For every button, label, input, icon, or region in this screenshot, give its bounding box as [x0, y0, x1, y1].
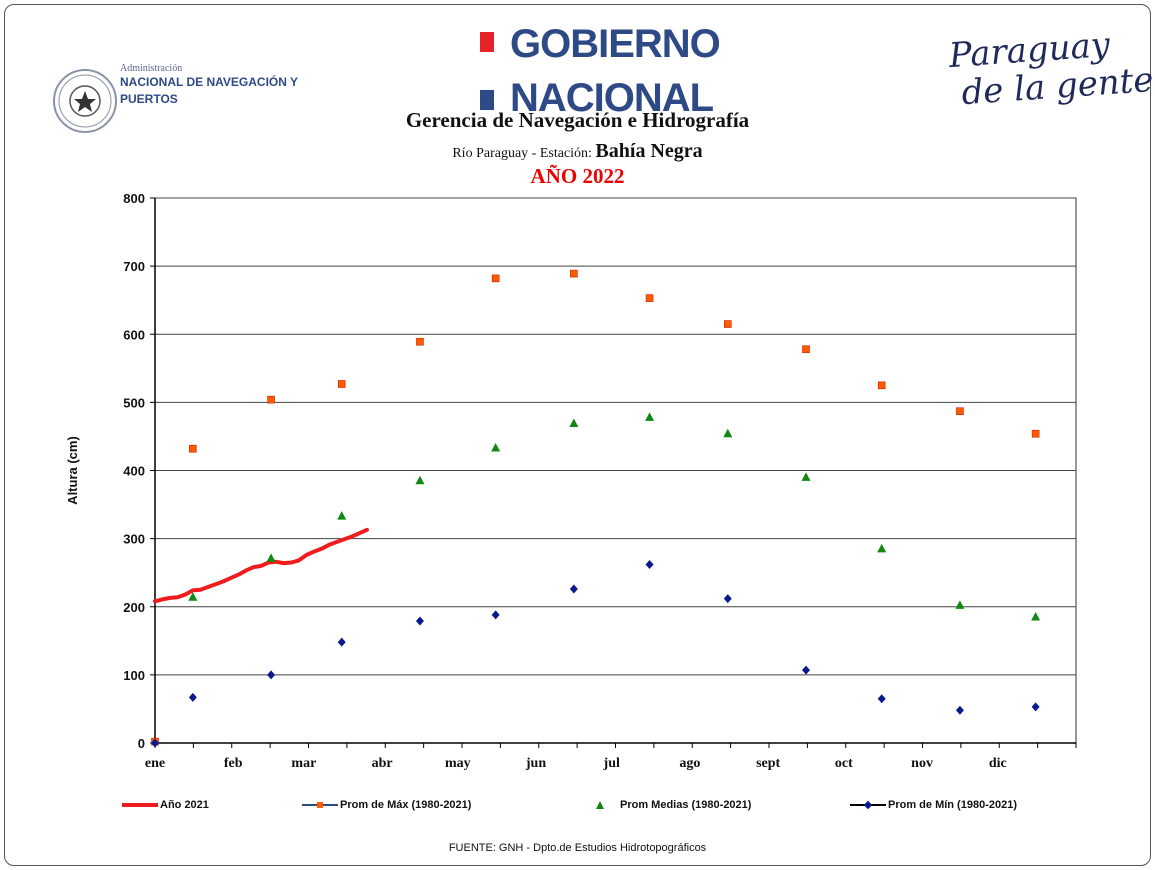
y-tick-label: 300 — [123, 532, 145, 547]
series-3 — [151, 560, 1040, 748]
y-tick-label: 600 — [123, 327, 145, 342]
data-point-prom-medias — [415, 475, 425, 485]
data-point-prom-min — [802, 665, 811, 675]
data-point-prom-max — [802, 345, 810, 354]
data-point-prom-min — [415, 616, 424, 626]
x-tick-label: may — [445, 756, 471, 771]
data-point-prom-max — [877, 381, 886, 390]
legend-item-anio-2021: Año 2021 — [122, 799, 209, 811]
chart-legend: Año 2021 Prom de Máx (1980-2021) Prom Me… — [0, 799, 1155, 823]
data-point-prom-medias — [645, 412, 655, 421]
data-point-prom-medias — [955, 600, 965, 609]
legend-item-prom-max: Prom de Máx (1980-2021) — [302, 799, 471, 811]
y-tick-label: 400 — [123, 464, 145, 479]
y-tick-label: 100 — [123, 668, 145, 683]
y-axis-label: Altura (cm) — [65, 436, 80, 505]
data-point-prom-max — [337, 380, 346, 388]
legend-swatch-anio-2021 — [122, 800, 158, 810]
data-point-prom-medias — [877, 543, 887, 553]
year-title: AÑO 2022 — [530, 164, 625, 188]
series-line-anio-2021 — [153, 527, 369, 604]
subtitle-prefix: Río Paraguay - Estación: — [452, 146, 592, 161]
institution-seal-logo — [53, 69, 117, 133]
data-point-prom-min — [491, 610, 500, 620]
data-point-prom-max — [416, 337, 424, 346]
y-tick-label: 800 — [123, 191, 145, 206]
government-logo-red-square — [480, 32, 494, 52]
data-point-prom-min — [188, 692, 197, 702]
data-point-prom-medias — [266, 553, 276, 562]
x-tick-label: abr — [372, 756, 393, 771]
government-logo-blue-square — [480, 90, 494, 110]
x-tick-label: feb — [224, 756, 243, 771]
legend-swatch-prom-max — [302, 800, 338, 810]
x-tick-label: mar — [291, 756, 316, 771]
data-point-prom-min — [1031, 702, 1040, 712]
government-logo-line2: NACIONAL — [510, 76, 714, 120]
data-point-prom-max — [189, 444, 197, 453]
data-point-prom-min — [955, 705, 964, 715]
government-logo-line1: GOBIERNO — [510, 22, 721, 66]
chart-subtitle: Río Paraguay - Estación: Bahía Negra — [0, 140, 1155, 163]
chart-title: Gerencia de Navegación e Hidrografía — [405, 108, 750, 132]
data-point-prom-medias — [188, 592, 198, 601]
legend-label-prom-min: Prom de Mín (1980-2021) — [888, 799, 1017, 811]
data-point-prom-max — [956, 407, 964, 416]
series-2 — [188, 412, 1041, 621]
data-point-prom-max — [570, 269, 578, 278]
data-point-prom-medias — [569, 418, 579, 427]
data-point-prom-max — [267, 395, 275, 404]
data-point-prom-max — [723, 320, 732, 328]
institution-name: Administración NACIONAL DE NAVEGACIÓN Y … — [120, 63, 298, 108]
data-point-prom-medias — [723, 428, 733, 438]
y-tick-label: 700 — [123, 259, 145, 274]
x-tick-label: dic — [989, 756, 1007, 771]
legend-item-prom-min: Prom de Mín (1980-2021) — [850, 799, 1017, 811]
data-point-prom-min — [877, 694, 886, 704]
legend-item-prom-medias: Prom Medias (1980-2021) — [582, 799, 751, 811]
legend-label-prom-max: Prom de Máx (1980-2021) — [340, 799, 472, 811]
data-point-prom-min — [267, 670, 276, 680]
x-tick-label: oct — [835, 756, 853, 771]
data-point-prom-medias — [337, 511, 347, 520]
station-name: Bahía Negra — [595, 140, 703, 162]
y-tick-label: 200 — [123, 600, 145, 615]
x-tick-label: nov — [911, 756, 933, 771]
data-point-prom-medias — [1031, 611, 1041, 621]
data-point-prom-medias — [801, 472, 811, 481]
institution-name-line2: PUERTOS — [120, 92, 178, 106]
data-point-prom-max — [491, 274, 500, 283]
data-point-prom-max — [645, 294, 654, 302]
x-tick-label: jun — [525, 756, 546, 771]
legend-label-anio-2021: Año 2021 — [160, 799, 209, 811]
x-tick-label: jul — [603, 756, 620, 771]
data-point-prom-min — [569, 584, 578, 594]
series-0 — [153, 527, 369, 604]
y-tick-label: 0 — [138, 736, 145, 751]
data-point-prom-min — [337, 637, 346, 647]
institution-name-small: Administración — [120, 63, 183, 74]
data-point-prom-min — [723, 594, 732, 604]
y-tick-label: 500 — [123, 395, 145, 410]
legend-swatch-prom-medias — [582, 800, 618, 810]
institution-name-line1: NACIONAL DE NAVEGACIÓN Y — [120, 75, 299, 89]
x-tick-label: sept — [756, 756, 780, 771]
x-tick-label: ago — [679, 756, 700, 771]
legend-label-prom-medias: Prom Medias (1980-2021) — [620, 799, 752, 811]
chart-source: FUENTE: GNH - Dpto.de Estudios Hidrotopo… — [448, 842, 707, 854]
data-point-prom-min — [151, 738, 159, 748]
data-point-prom-max — [1031, 429, 1040, 438]
data-point-prom-min — [645, 560, 654, 570]
legend-swatch-prom-min — [850, 800, 886, 810]
x-tick-label: ene — [145, 756, 165, 771]
data-point-prom-medias — [491, 443, 501, 452]
